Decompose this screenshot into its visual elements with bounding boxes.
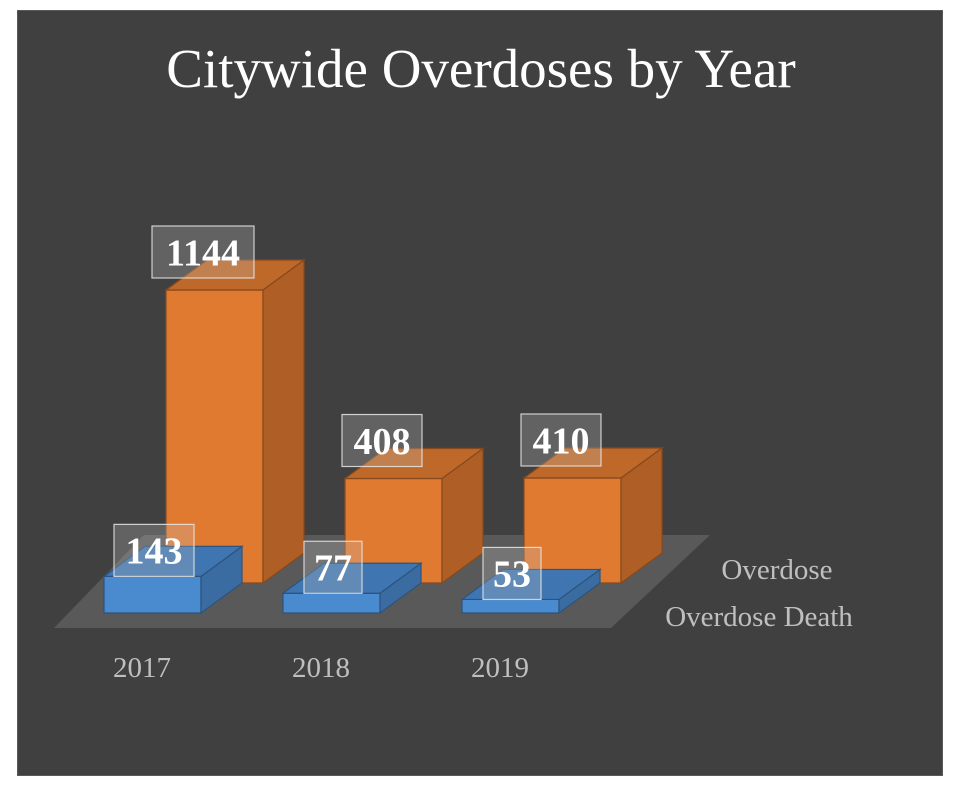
data-label-box <box>482 546 542 601</box>
data-label-box <box>113 523 195 577</box>
bar-overdose-death-2019 <box>460 568 602 615</box>
chart-area: 1144 408 410 143 77 53 Citywide Overdoses by … <box>17 10 943 776</box>
data-label-box <box>520 413 602 467</box>
data-label-value: 77 <box>314 548 352 590</box>
data-label-value: 408 <box>354 421 411 463</box>
data-label-box <box>151 225 255 279</box>
bar-top-face <box>522 447 664 479</box>
data-label-overdose-death-2017: 143 <box>113 523 195 577</box>
bar-front-face <box>282 592 381 614</box>
data-label-value: 53 <box>493 554 531 596</box>
labels-layer: 1144 408 410 143 77 53 <box>113 225 602 601</box>
series-label-overdose: Overdose <box>721 554 832 586</box>
chart-svg: 1144 408 410 143 77 53 Citywide Overdoses by … <box>54 38 853 684</box>
bar-overdose-2017 <box>164 258 306 585</box>
data-label-overdose-2018: 408 <box>341 413 423 468</box>
x-tick-label-2018: 2018 <box>292 652 350 684</box>
bar-top-face <box>343 447 485 480</box>
bars-layer <box>102 258 664 615</box>
data-label-overdose-death-2018: 77 <box>303 540 363 594</box>
data-label-value: 1144 <box>166 232 240 274</box>
data-label-overdose-death-2019: 53 <box>482 546 542 601</box>
data-label-overdose-2019: 410 <box>520 413 602 467</box>
data-label-value: 143 <box>126 531 183 573</box>
data-label-box <box>303 540 363 594</box>
bar-front-face <box>103 575 202 614</box>
series-label-overdose-death: Overdose Death <box>665 601 853 633</box>
bar-overdose-death-2018 <box>281 562 423 615</box>
x-tick-label-2019: 2019 <box>471 652 529 684</box>
x-tick-label-2017: 2017 <box>113 652 171 684</box>
data-label-value: 410 <box>533 420 590 462</box>
bar-front-face <box>461 598 560 614</box>
bar-side-face <box>262 258 305 585</box>
chart-title: Citywide Overdoses by Year <box>166 38 795 99</box>
bar-overdose-2018 <box>343 447 485 585</box>
bar-top-face <box>164 259 306 291</box>
bar-overdose-death-2017 <box>102 545 244 615</box>
bar-overdose-2019 <box>522 446 664 585</box>
data-label-overdose-2017: 1144 <box>151 225 255 279</box>
data-label-box <box>341 413 423 468</box>
